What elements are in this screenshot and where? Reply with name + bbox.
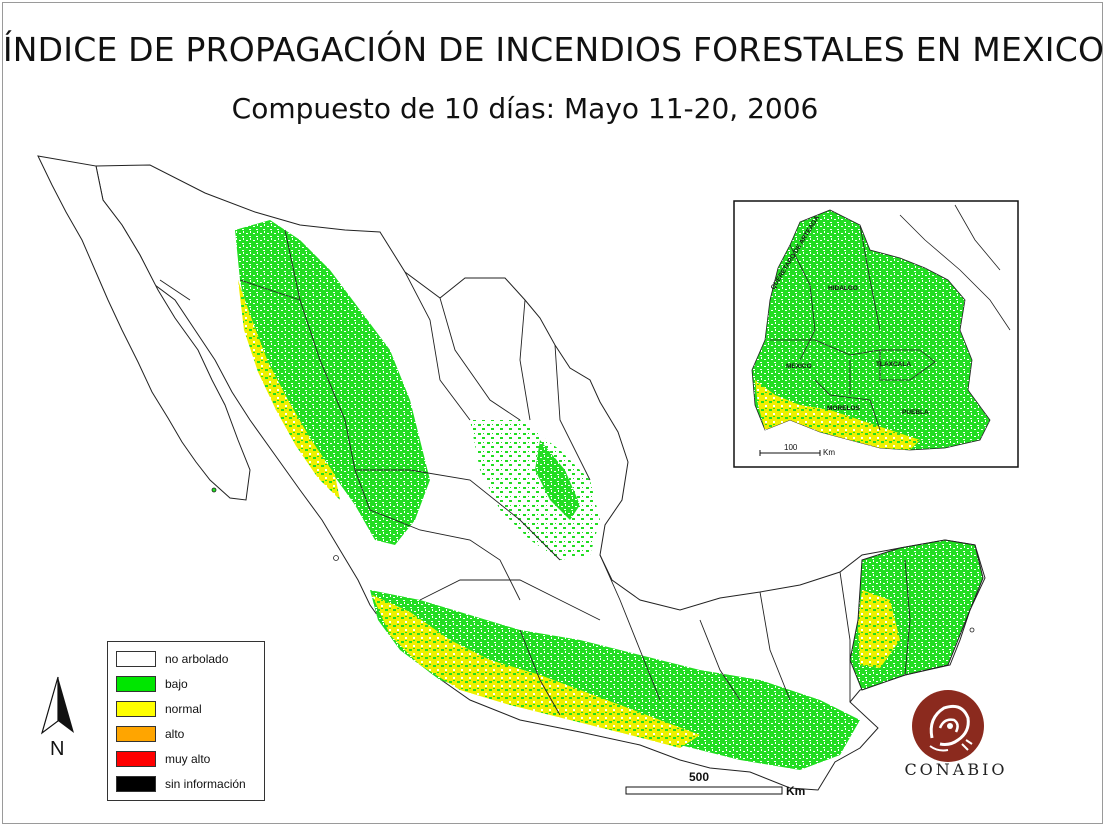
inset-label-hidalgo: HIDALGO: [828, 285, 858, 292]
inset-label-mexico: MEXICO: [786, 363, 812, 370]
forest-band-south: [370, 590, 860, 770]
legend-label: no arbolado: [165, 652, 229, 666]
inset-label-morelos: MORELOS: [827, 405, 861, 412]
yucatan-normal: [858, 590, 900, 668]
scale-bar-value: 500: [689, 770, 710, 784]
legend-item-bajo: bajo: [116, 675, 188, 693]
legend-item-no-arbolado: no arbolado: [116, 650, 228, 668]
legend-swatch: [116, 776, 156, 792]
legend-swatch: [116, 751, 156, 767]
legend-label: normal: [165, 702, 202, 716]
map-subtitle: Compuesto de 10 días: Mayo 11-20, 2006: [231, 92, 819, 125]
inset-label-tlaxcala: TLAXCALA: [876, 361, 911, 368]
scale-bar-unit: Km: [786, 784, 806, 798]
forest-band-west: [235, 220, 430, 545]
island-2: [211, 487, 217, 493]
inset-label-puebla: PUEBLA: [902, 409, 929, 416]
legend: no arbolado bajo normal alto muy alto si…: [107, 641, 265, 801]
conabio-logo-icon: [912, 690, 984, 762]
map-title: ÍNDICE DE PROPAGACIÓN DE INCENDIOS FORES…: [2, 30, 1105, 69]
legend-item-alto: alto: [116, 725, 184, 743]
forest-band-east: [470, 420, 600, 560]
legend-label: alto: [165, 727, 185, 741]
legend-item-muy-alto: muy alto: [116, 750, 210, 768]
forest-band-west-normal: [238, 280, 340, 500]
legend-label: muy alto: [165, 752, 211, 766]
legend-swatch: [116, 726, 156, 742]
conabio-logo-text: CONABIO: [904, 760, 1008, 779]
island-1: [333, 555, 339, 561]
legend-label: sin información: [165, 777, 246, 791]
legend-swatch: [116, 701, 156, 717]
inset-scale-value: 100: [784, 443, 798, 452]
island-3: [969, 627, 975, 633]
north-arrow-icon: [40, 676, 74, 735]
north-label: N: [50, 738, 65, 760]
inset-scale-unit: Km: [823, 448, 835, 457]
scale-bar: [625, 786, 783, 795]
inset-normal: [755, 380, 920, 450]
baja-california-outline: [37, 155, 251, 501]
forest-band-south-normal: [372, 595, 700, 748]
forest-patches-east: [535, 440, 580, 520]
inset-region: [751, 209, 991, 451]
legend-item-sin-informacion: sin información: [116, 775, 246, 793]
inset-map: QUERETARO DE ARTEAGA HIDALGO MEXICO TLAX…: [733, 200, 1019, 468]
legend-label: bajo: [165, 677, 188, 691]
legend-swatch: [116, 676, 156, 692]
state-borders: [159, 229, 911, 716]
legend-swatch: [116, 651, 156, 667]
legend-item-normal: normal: [116, 700, 202, 718]
